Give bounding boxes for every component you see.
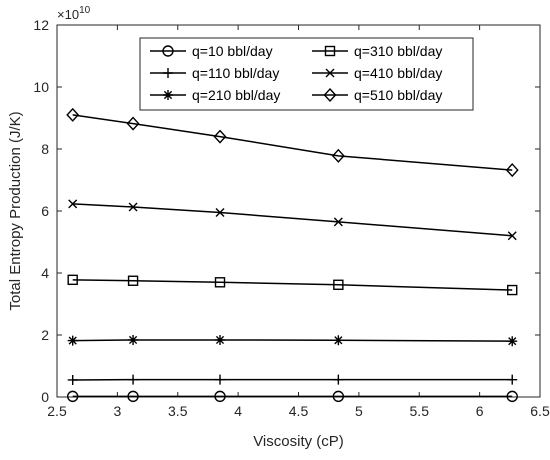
data-point	[128, 202, 138, 212]
legend-label: q=510 bbl/day	[354, 87, 442, 103]
legend-marker	[325, 68, 335, 78]
legend-label: q=310 bbl/day	[354, 43, 442, 59]
x-tick-label: 2.5	[47, 403, 67, 419]
data-point	[128, 374, 139, 385]
data-point	[67, 374, 78, 385]
data-point	[506, 390, 518, 403]
y-tick-label: 12	[33, 17, 49, 33]
data-point	[507, 284, 518, 296]
legend-marker	[163, 68, 173, 78]
legend-marker	[324, 45, 336, 57]
data-point	[67, 274, 78, 286]
x-tick-label: 4.5	[289, 403, 309, 419]
data-point	[215, 374, 226, 385]
series-layer	[66, 107, 519, 403]
data-point	[333, 335, 344, 346]
legend-label: q=110 bbl/day	[192, 65, 279, 81]
data-point	[68, 199, 78, 209]
series-line	[72, 114, 513, 171]
legend-box	[139, 37, 474, 111]
y-axis-exponent-base: ×10	[57, 7, 79, 22]
legend-item: q=210 bbl/day	[150, 87, 280, 103]
legend-item: q=10 bbl/day	[150, 43, 273, 59]
y-tick-label: 6	[41, 203, 49, 219]
x-axis-ticks: 2.5 3 3.5 4 4.5 5 5.5 6 6.5	[47, 25, 550, 419]
y-axis-label: Total Entropy Production (J/K)	[7, 111, 24, 310]
data-point	[215, 208, 225, 218]
data-point	[127, 390, 139, 403]
x-tick-label: 4	[234, 403, 242, 419]
data-point	[213, 129, 227, 144]
x-tick-label: 5	[355, 403, 363, 419]
series-3	[67, 274, 518, 296]
series-1	[67, 374, 518, 385]
data-point	[128, 334, 139, 345]
legend-item: q=510 bbl/day	[312, 87, 442, 103]
legend-item: q=110 bbl/day	[150, 65, 279, 81]
y-axis-ticks: 0 2 4 6 8 10 12	[33, 17, 540, 405]
legend-label: q=210 bbl/day	[192, 87, 280, 103]
data-point	[333, 279, 344, 290]
x-tick-label: 6.5	[530, 403, 550, 419]
data-point	[331, 148, 345, 163]
data-point	[333, 374, 344, 385]
data-point	[332, 390, 345, 403]
legend-marker	[162, 45, 174, 57]
data-point	[215, 334, 226, 345]
y-tick-label: 10	[33, 79, 49, 95]
x-tick-label: 5.5	[410, 403, 430, 419]
y-axis-exponent-power: 10	[79, 5, 91, 16]
data-point	[214, 390, 226, 403]
series-2	[67, 334, 518, 347]
series-4	[68, 199, 517, 241]
data-point	[126, 116, 140, 131]
y-tick-label: 4	[41, 265, 49, 281]
data-point	[214, 277, 226, 288]
data-point	[66, 390, 79, 403]
data-point	[507, 374, 518, 385]
legend-item: q=410 bbl/day	[312, 65, 442, 81]
legend-item: q=310 bbl/day	[312, 43, 442, 59]
y-tick-label: 2	[41, 327, 49, 343]
legend-marker	[163, 90, 173, 100]
data-point	[505, 163, 519, 178]
x-tick-label: 6	[476, 403, 484, 419]
x-tick-label: 3	[113, 403, 121, 419]
y-tick-label: 8	[41, 141, 49, 157]
data-point	[507, 231, 517, 241]
data-point	[333, 217, 343, 227]
x-tick-label: 3.5	[168, 403, 188, 419]
series-line	[72, 279, 513, 291]
y-tick-label: 0	[41, 389, 49, 405]
y-axis-exponent: ×1010	[57, 5, 91, 22]
legend-label: q=410 bbl/day	[354, 65, 442, 81]
legend-marker	[323, 87, 337, 103]
series-0	[66, 390, 518, 403]
data-point	[127, 275, 139, 286]
legend: q=10 bbl/day q=110 bbl/day q=210 bbl/day q=…	[139, 37, 474, 111]
data-point	[67, 335, 78, 346]
x-axis-label: Viscosity (cP)	[253, 433, 344, 450]
series-5	[66, 107, 519, 178]
data-point	[66, 107, 80, 122]
data-point	[507, 336, 518, 347]
legend-label: q=10 bbl/day	[192, 43, 273, 59]
